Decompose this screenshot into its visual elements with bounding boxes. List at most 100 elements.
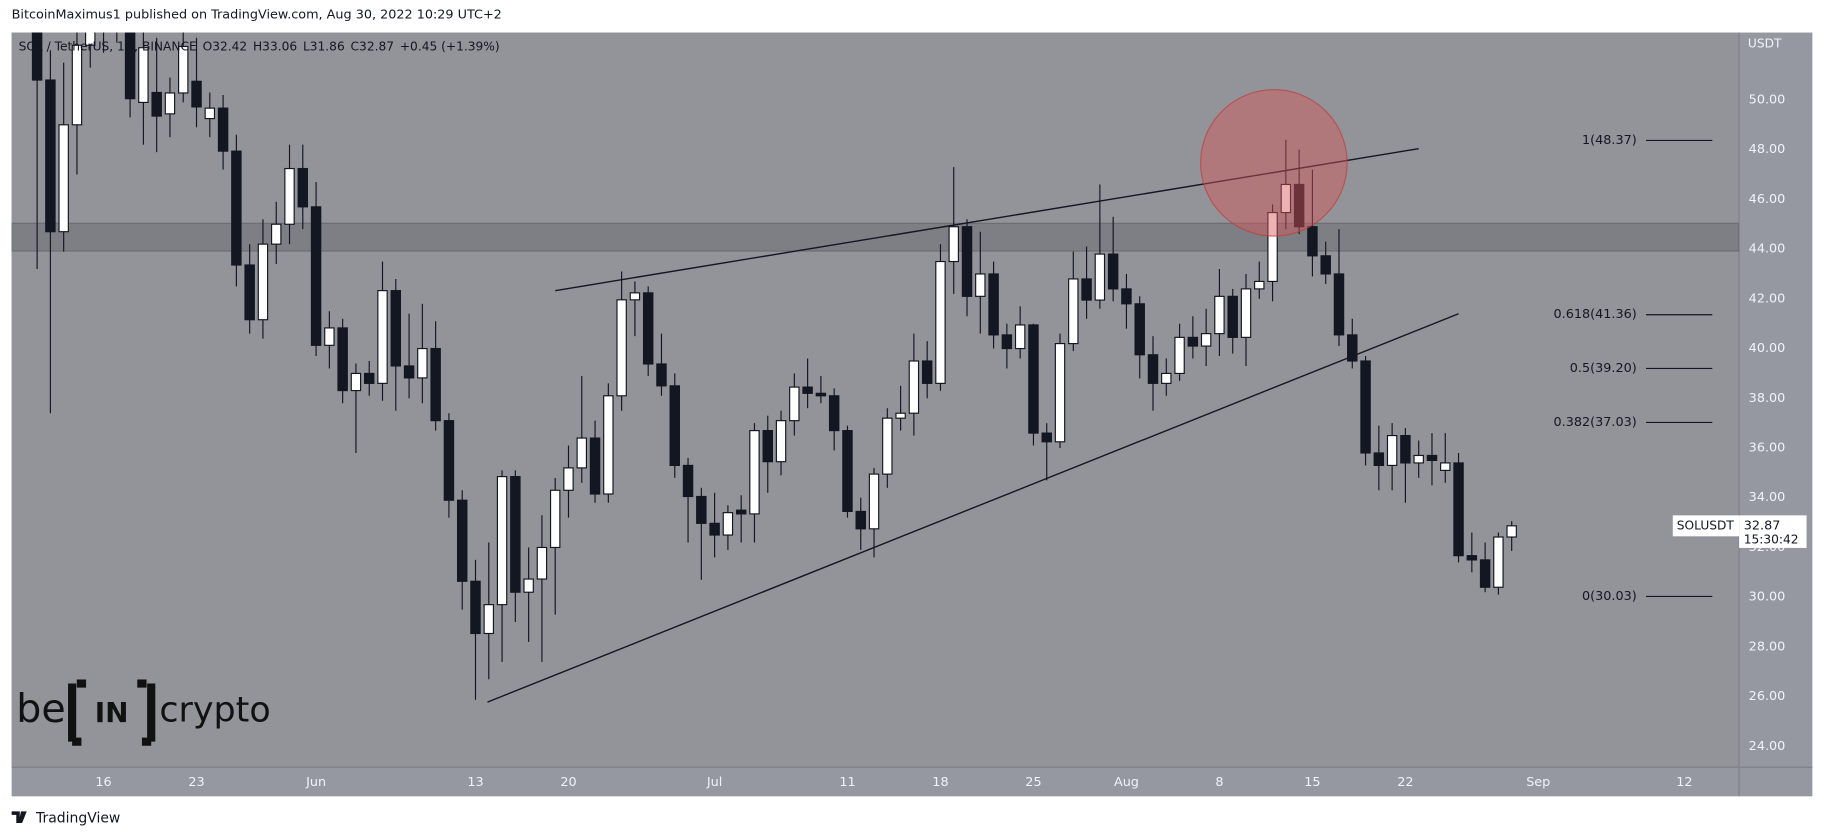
symbol-tag bbox=[1672, 515, 1740, 537]
candle-body bbox=[164, 92, 176, 115]
candle-body bbox=[1360, 360, 1371, 454]
price-tag-countdown: 15:30:42 bbox=[1744, 532, 1799, 546]
candle-body bbox=[71, 44, 83, 126]
candle-body bbox=[244, 264, 255, 321]
candle-body bbox=[549, 489, 561, 549]
candle-body bbox=[523, 578, 534, 593]
candle-body bbox=[1107, 253, 1119, 290]
symbol-legend: SOL / TetherUS, 1D, BINANCE O32.42 H33.06 L… bbox=[19, 39, 500, 53]
candle-body bbox=[1174, 336, 1185, 375]
candle-body bbox=[1068, 278, 1079, 345]
ohlc-value: 32.87 bbox=[359, 39, 394, 53]
candle-body bbox=[58, 124, 69, 233]
candle-body bbox=[536, 546, 548, 580]
x-tick-label: 13 bbox=[467, 775, 483, 790]
ohlc-value: 32.42 bbox=[212, 39, 247, 53]
ohlc-value: 31.86 bbox=[310, 39, 345, 53]
candle-body bbox=[988, 273, 999, 336]
candle-body bbox=[138, 47, 149, 103]
y-tick-label: 40.00 bbox=[1749, 341, 1786, 356]
candle-body bbox=[1466, 555, 1478, 561]
candle-body bbox=[350, 372, 362, 392]
y-tick-label: 50.00 bbox=[1749, 92, 1786, 107]
candle-body bbox=[191, 80, 202, 108]
candle-body bbox=[961, 226, 973, 297]
candle-body bbox=[124, 32, 136, 100]
x-tick-label: Jun bbox=[305, 775, 326, 790]
ohlc-label: O bbox=[203, 39, 213, 53]
fib-label: 1(48.37) bbox=[1582, 133, 1637, 148]
candle-body bbox=[975, 273, 986, 297]
x-tick-label: Sep bbox=[1526, 775, 1550, 790]
candle-body bbox=[231, 150, 242, 266]
trendline bbox=[487, 313, 1459, 703]
x-tick-label: 20 bbox=[560, 775, 576, 790]
candle-body bbox=[1041, 432, 1052, 443]
candle-body bbox=[1373, 452, 1385, 466]
watermark-in: IN bbox=[95, 696, 129, 729]
candle-body bbox=[948, 226, 959, 263]
highlight-circle bbox=[1200, 89, 1348, 237]
candle-body bbox=[85, 32, 96, 46]
y-tick-label: 24.00 bbox=[1749, 739, 1786, 754]
x-tick-label: 25 bbox=[1025, 775, 1041, 790]
watermark-bracket bbox=[68, 679, 156, 746]
candle-body bbox=[1001, 334, 1013, 350]
candle-body bbox=[921, 360, 933, 384]
candle-body bbox=[310, 206, 322, 346]
x-tick-label: Aug bbox=[1114, 775, 1139, 790]
price-tag-value: 32.87 bbox=[1744, 518, 1781, 533]
candle-body bbox=[270, 223, 282, 245]
candle-body bbox=[403, 365, 415, 379]
candle-body bbox=[1280, 183, 1292, 214]
x-tick-label: 15 bbox=[1304, 775, 1320, 790]
ohlc-value: 33.06 bbox=[262, 39, 297, 53]
candle-body bbox=[895, 412, 906, 419]
candle-body bbox=[908, 360, 920, 414]
y-tick-label: 30.00 bbox=[1749, 590, 1786, 605]
change-value: +0.45 (+1.39%) bbox=[400, 39, 500, 53]
price-tag bbox=[1739, 515, 1807, 548]
y-tick-label: 34.00 bbox=[1749, 490, 1786, 505]
candle-body bbox=[1014, 324, 1026, 350]
candle-body bbox=[576, 437, 588, 469]
candle-body bbox=[1493, 536, 1504, 588]
y-tick-label: 42.00 bbox=[1749, 291, 1786, 306]
candle-body bbox=[1134, 303, 1145, 356]
candle-body bbox=[1121, 288, 1132, 305]
fib-label: 0(30.03) bbox=[1582, 589, 1637, 604]
candle-body bbox=[390, 290, 402, 367]
candle-body bbox=[443, 420, 455, 501]
candle-body bbox=[735, 509, 747, 515]
candle-body bbox=[1187, 336, 1199, 347]
fib-label: 0.5(39.20) bbox=[1570, 361, 1637, 376]
candle-body bbox=[1267, 211, 1278, 283]
y-tick-label: 44.00 bbox=[1749, 242, 1786, 257]
candle-body bbox=[842, 430, 853, 512]
candle-body bbox=[417, 347, 428, 379]
candle-body bbox=[828, 395, 840, 432]
candle-body bbox=[603, 395, 614, 495]
symbol-tag-label: SOLUSDT bbox=[1677, 518, 1735, 532]
candle-body bbox=[1440, 462, 1451, 471]
x-tick-label: 11 bbox=[839, 775, 855, 790]
candle-body bbox=[430, 347, 441, 422]
candle-body bbox=[1081, 278, 1092, 301]
published-line: BitcoinMaximus1 published on TradingView… bbox=[12, 8, 502, 23]
candle-body bbox=[45, 79, 56, 233]
resistance-zone bbox=[11, 222, 1740, 252]
candle-body bbox=[496, 476, 508, 606]
candle-body bbox=[656, 363, 667, 387]
candle-body bbox=[709, 522, 720, 536]
candle-body bbox=[882, 417, 893, 475]
candle-body bbox=[1320, 255, 1331, 275]
candle-body bbox=[1028, 324, 1039, 434]
candle-body bbox=[589, 437, 601, 495]
candle-body bbox=[855, 510, 866, 530]
overlay: 24.0026.0028.0030.0032.0034.0036.0038.00… bbox=[19, 39, 1807, 790]
y-tick-label: 38.00 bbox=[1749, 391, 1786, 406]
candle-body bbox=[1147, 354, 1159, 384]
candle-body bbox=[802, 386, 813, 394]
candle-body bbox=[284, 167, 295, 225]
